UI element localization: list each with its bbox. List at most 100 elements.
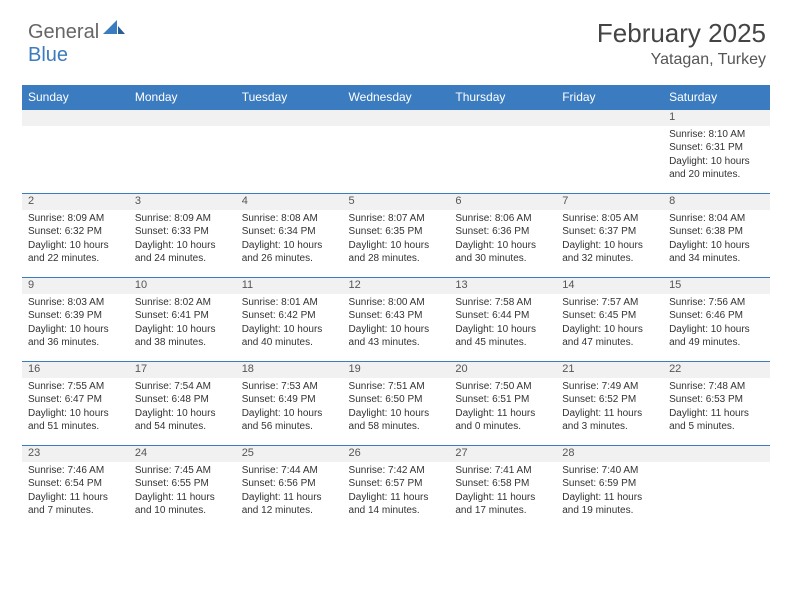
sunrise-line: Sunrise: 8:05 AM (562, 213, 638, 224)
day-content-cell: Sunrise: 7:40 AM Sunset: 6:59 PM Daylight:… (556, 462, 663, 530)
day-content-cell: Sunrise: 8:09 AMSunset: 6:32 PMDaylight:… (22, 210, 129, 278)
sunset-line: Sunset: 6:35 PM (349, 226, 423, 237)
weekday-header-row: SundayMondayTuesdayWednesdayThursdayFrid… (22, 85, 770, 110)
daylight-line: Daylight: 10 hours and 22 minutes. (28, 240, 109, 265)
daylight-line: Daylight: 11 hours and 19 minutes. (562, 492, 642, 517)
day-number-cell: 20 (449, 362, 556, 378)
sunset-line: Sunset: 6:57 PM (349, 478, 423, 489)
daylight-line: Daylight: 10 hours and 47 minutes. (562, 324, 643, 349)
day-content-cell: Sunrise: 8:03 AMSunset: 6:39 PMDaylight:… (22, 294, 129, 362)
calendar-table: SundayMondayTuesdayWednesdayThursdayFrid… (22, 85, 770, 530)
day-number-cell: 14 (556, 278, 663, 294)
sunset-line: Sunset: 6:50 PM (349, 394, 423, 405)
day-number-cell: 7 (556, 194, 663, 210)
sunset-line: Sunset: 6:43 PM (349, 310, 423, 321)
sun-info: Sunrise: 7:46 AMSunset: 6:54 PMDaylight:… (28, 464, 123, 518)
sunset-line: Sunset: 6:56 PM (242, 478, 316, 489)
day-content-cell (449, 126, 556, 194)
day-content-cell (556, 126, 663, 194)
sun-info: Sunrise: 7:40 AM Sunset: 6:59 PM Daylight:… (562, 464, 657, 518)
day-content-cell: Sunrise: 7:54 AMSunset: 6:48 PMDaylight:… (129, 378, 236, 446)
day-content-cell: Sunrise: 7:48 AMSunset: 6:53 PMDaylight:… (663, 378, 770, 446)
daylight-line: Daylight: 11 hours and 14 minutes. (349, 492, 429, 517)
sunset-line: Sunset: 6:38 PM (669, 226, 743, 237)
sunrise-line: Sunrise: 7:46 AM (28, 465, 104, 476)
sunrise-line: Sunrise: 8:09 AM (135, 213, 211, 224)
day-number-cell: 3 (129, 194, 236, 210)
daylight-line: Daylight: 10 hours and 45 minutes. (455, 324, 536, 349)
sunrise-line: Sunrise: 7:54 AM (135, 381, 211, 392)
daylight-line: Daylight: 11 hours and 3 minutes. (562, 408, 642, 433)
sunrise-line: Sunrise: 7:53 AM (242, 381, 318, 392)
header: GeneralBlue February 2025 Yatagan, Turke… (0, 0, 792, 75)
daylight-line: Daylight: 10 hours and 32 minutes. (562, 240, 643, 265)
sunrise-line: Sunrise: 8:02 AM (135, 297, 211, 308)
sunset-line: Sunset: 6:59 PM (562, 478, 636, 489)
sun-info: Sunrise: 7:49 AMSunset: 6:52 PMDaylight:… (562, 380, 657, 434)
sunrise-line: Sunrise: 8:08 AM (242, 213, 318, 224)
day-number-cell: 26 (343, 446, 450, 462)
sunrise-line: Sunrise: 7:55 AM (28, 381, 104, 392)
weekday-header: Monday (129, 85, 236, 110)
day-content-row: Sunrise: 8:10 AMSunset: 6:31 PMDaylight:… (22, 126, 770, 194)
sunset-line: Sunset: 6:51 PM (455, 394, 529, 405)
daylight-line: Daylight: 11 hours and 0 minutes. (455, 408, 535, 433)
sunset-line: Sunset: 6:39 PM (28, 310, 102, 321)
day-content-cell: Sunrise: 7:55 AMSunset: 6:47 PMDaylight:… (22, 378, 129, 446)
day-number-cell (663, 446, 770, 462)
weekday-header: Friday (556, 85, 663, 110)
day-number-cell: 25 (236, 446, 343, 462)
sun-info: Sunrise: 8:06 AMSunset: 6:36 PMDaylight:… (455, 212, 550, 266)
sunset-line: Sunset: 6:49 PM (242, 394, 316, 405)
sunset-line: Sunset: 6:53 PM (669, 394, 743, 405)
sun-info: Sunrise: 8:09 AMSunset: 6:33 PMDaylight:… (135, 212, 230, 266)
day-content-cell: Sunrise: 7:41 AMSunset: 6:58 PMDaylight:… (449, 462, 556, 530)
sunrise-line: Sunrise: 7:51 AM (349, 381, 425, 392)
logo-part2: Blue (28, 44, 68, 66)
logo-part1: General (28, 21, 99, 43)
sun-info: Sunrise: 7:45 AMSunset: 6:55 PMDaylight:… (135, 464, 230, 518)
sunset-line: Sunset: 6:31 PM (669, 142, 743, 153)
sunrise-line: Sunrise: 7:42 AM (349, 465, 425, 476)
sunset-line: Sunset: 6:37 PM (562, 226, 636, 237)
day-number-row: 9101112131415 (22, 278, 770, 294)
day-content-cell: Sunrise: 8:00 AMSunset: 6:43 PMDaylight:… (343, 294, 450, 362)
day-content-cell: Sunrise: 7:58 AMSunset: 6:44 PMDaylight:… (449, 294, 556, 362)
sunrise-line: Sunrise: 7:50 AM (455, 381, 531, 392)
day-content-cell: Sunrise: 8:06 AMSunset: 6:36 PMDaylight:… (449, 210, 556, 278)
weekday-header: Sunday (22, 85, 129, 110)
sun-info: Sunrise: 7:56 AMSunset: 6:46 PMDaylight:… (669, 296, 764, 350)
daylight-line: Daylight: 10 hours and 58 minutes. (349, 408, 430, 433)
logo-text: GeneralBlue (28, 18, 127, 67)
day-content-cell: Sunrise: 7:44 AMSunset: 6:56 PMDaylight:… (236, 462, 343, 530)
sun-info: Sunrise: 8:10 AMSunset: 6:31 PMDaylight:… (669, 128, 764, 182)
day-content-cell: Sunrise: 8:05 AM Sunset: 6:37 PM Daylight:… (556, 210, 663, 278)
day-number-cell (129, 110, 236, 126)
daylight-line: Daylight: 10 hours and 36 minutes. (28, 324, 109, 349)
sunset-line: Sunset: 6:32 PM (28, 226, 102, 237)
sun-info: Sunrise: 7:53 AM Sunset: 6:49 PM Daylight:… (242, 380, 337, 434)
sun-info: Sunrise: 8:08 AM Sunset: 6:34 PM Daylight:… (242, 212, 337, 266)
daylight-line: Daylight: 10 hours and 26 minutes. (242, 240, 323, 265)
day-content-cell (343, 126, 450, 194)
day-number-cell: 13 (449, 278, 556, 294)
day-content-cell: Sunrise: 7:50 AM Sunset: 6:51 PM Daylight:… (449, 378, 556, 446)
day-content-cell (663, 462, 770, 530)
sunset-line: Sunset: 6:34 PM (242, 226, 316, 237)
day-content-row: Sunrise: 7:55 AMSunset: 6:47 PMDaylight:… (22, 378, 770, 446)
sunrise-line: Sunrise: 7:48 AM (669, 381, 745, 392)
day-content-cell: Sunrise: 8:09 AMSunset: 6:33 PMDaylight:… (129, 210, 236, 278)
day-number-cell: 19 (343, 362, 450, 378)
day-number-row: 2345678 (22, 194, 770, 210)
sunrise-line: Sunrise: 7:40 AM (562, 465, 638, 476)
daylight-line: Daylight: 11 hours and 7 minutes. (28, 492, 108, 517)
sun-info: Sunrise: 7:44 AMSunset: 6:56 PMDaylight:… (242, 464, 337, 518)
day-number-cell: 16 (22, 362, 129, 378)
day-content-cell: Sunrise: 7:57 AMSunset: 6:45 PMDaylight:… (556, 294, 663, 362)
logo-sail-icon (101, 21, 127, 43)
sun-info: Sunrise: 8:09 AMSunset: 6:32 PMDaylight:… (28, 212, 123, 266)
day-number-cell: 4 (236, 194, 343, 210)
daylight-line: Daylight: 10 hours and 30 minutes. (455, 240, 536, 265)
daylight-line: Daylight: 10 hours and 56 minutes. (242, 408, 323, 433)
day-number-cell (343, 110, 450, 126)
